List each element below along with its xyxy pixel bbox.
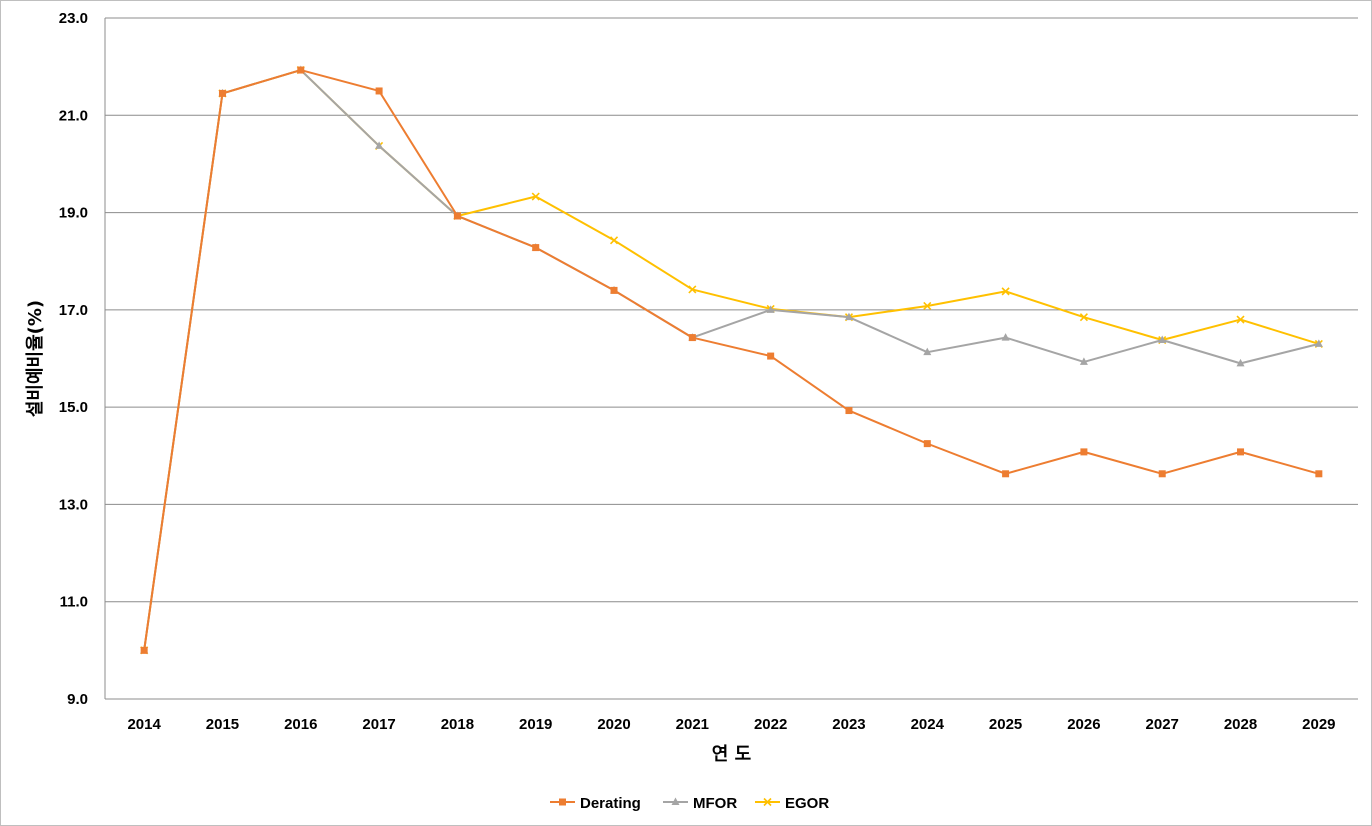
data-point <box>763 797 772 807</box>
data-point <box>453 212 461 220</box>
data-point <box>923 347 932 356</box>
x-tick-label: 2014 <box>127 716 161 733</box>
x-tick-label: 2018 <box>441 716 474 733</box>
tick-labels: 9.0 11.0 13.0 15.0 17.0 19.0 21.0 23.0 2014 2015 2… <box>59 10 1336 733</box>
legend-label: Derating <box>580 795 641 812</box>
data-point <box>1236 358 1245 367</box>
data-point <box>688 285 697 294</box>
x-tick-label: 2028 <box>1224 716 1257 733</box>
data-point <box>140 646 148 654</box>
data-point <box>1079 313 1088 322</box>
y-axis-title: 설비예비율(%) <box>25 300 46 417</box>
legend-label: EGOR <box>785 795 829 812</box>
series-mfor <box>140 65 1323 654</box>
data-point <box>297 66 305 74</box>
data-point <box>1158 335 1167 344</box>
x-tick-label: 2019 <box>519 716 552 733</box>
x-tick-label: 2026 <box>1067 716 1100 733</box>
legend: Derating MFOR EGOR <box>550 795 829 812</box>
x-tick-label: 2029 <box>1302 716 1335 733</box>
series-line <box>143 69 1320 651</box>
y-tick-label: 21.0 <box>59 107 88 124</box>
data-point <box>375 87 383 95</box>
data-point <box>923 301 932 311</box>
data-point <box>1314 339 1323 347</box>
data-point <box>844 312 853 321</box>
data-point <box>532 244 540 252</box>
y-tick-label: 15.0 <box>59 399 88 416</box>
data-point <box>1080 448 1088 456</box>
data-point <box>531 192 540 201</box>
x-axis-title: 연 도 <box>712 744 751 765</box>
data-point <box>218 89 226 97</box>
data-point <box>923 440 931 448</box>
data-point <box>1001 333 1010 341</box>
data-point <box>1002 470 1010 478</box>
x-tick-label: 2023 <box>832 716 865 733</box>
axes <box>104 18 1358 700</box>
x-tick-label: 2015 <box>206 716 239 733</box>
y-tick-label: 17.0 <box>59 302 88 319</box>
x-tick-label: 2020 <box>597 716 630 733</box>
y-tick-label: 11.0 <box>60 594 88 611</box>
x-tick-label: 2017 <box>362 716 395 733</box>
series-line <box>143 69 1320 651</box>
data-point <box>559 798 566 806</box>
data-point <box>610 286 618 294</box>
data-point <box>1315 470 1323 478</box>
y-tick-label: 13.0 <box>59 496 88 513</box>
gridlines <box>105 17 1358 700</box>
data-point <box>1001 287 1010 296</box>
series-line <box>143 69 1320 651</box>
data-point <box>688 334 696 342</box>
x-tick-label: 2024 <box>911 716 945 733</box>
data-point <box>1158 470 1166 478</box>
series-layer <box>140 65 1323 655</box>
x-tick-label: 2021 <box>676 716 709 733</box>
data-point <box>1237 448 1245 456</box>
series-egor <box>140 65 1323 655</box>
series-derating <box>140 66 1323 654</box>
y-tick-label: 19.0 <box>59 205 88 222</box>
data-point <box>375 141 384 149</box>
data-point <box>767 352 775 360</box>
y-tick-label: 23.0 <box>59 10 88 27</box>
x-tick-label: 2025 <box>989 716 1022 733</box>
data-point <box>766 305 775 313</box>
data-point <box>1079 357 1088 365</box>
x-tick-label: 2027 <box>1146 716 1179 733</box>
x-tick-label: 2022 <box>754 716 787 733</box>
legend-label: MFOR <box>693 795 737 812</box>
data-point <box>671 797 680 805</box>
data-point <box>845 407 853 415</box>
data-point <box>609 236 619 245</box>
legend-item-mfor: MFOR <box>663 795 737 812</box>
x-tick-label: 2016 <box>284 716 317 733</box>
data-point <box>1236 315 1245 324</box>
legend-item-derating: Derating <box>550 795 641 812</box>
legend-item-egor: EGOR <box>755 795 829 812</box>
y-tick-label: 9.0 <box>67 691 88 708</box>
